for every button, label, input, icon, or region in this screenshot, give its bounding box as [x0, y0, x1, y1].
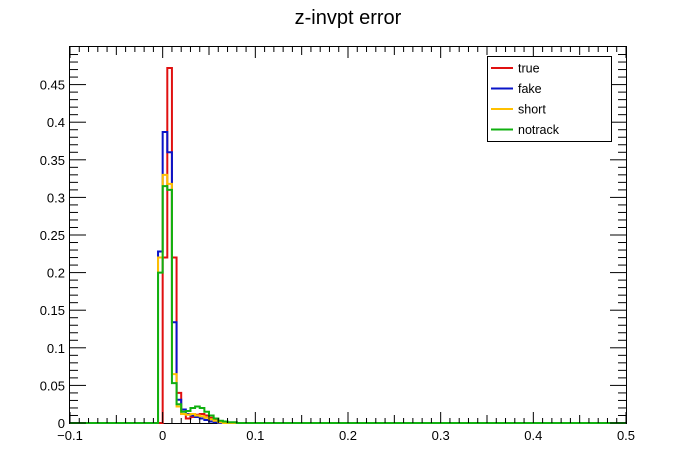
legend: true fake short notrack: [487, 56, 612, 142]
series-line-short: [70, 173, 626, 424]
series-line-notrack: [70, 185, 626, 424]
axes-layer: −0.1 0 0.1 0.2 0.3 0.4 0.500.050.10.150.20.250…: [40, 47, 635, 443]
series-line-fake: [70, 130, 626, 424]
y-tick-label: 0.3: [47, 190, 65, 205]
legend-label-fake: fake: [518, 82, 542, 96]
y-tick-label: 0.05: [40, 378, 65, 393]
y-tick-label: 0.15: [40, 303, 65, 318]
x-tick-label: −0.1: [57, 428, 83, 443]
y-tick-label: 0.2: [47, 266, 65, 281]
legend-label-short: short: [518, 103, 546, 117]
y-tick-label: 0.35: [40, 153, 65, 168]
y-tick-label: 0.1: [47, 341, 65, 356]
y-tick-label: 0.25: [40, 228, 65, 243]
legend-label-true: true: [518, 62, 540, 76]
chart-title: z-invpt error: [295, 7, 402, 29]
x-tick-label: 0: [159, 428, 166, 443]
x-tick-label: 0.2: [339, 428, 357, 443]
x-tick-label: 0.4: [524, 428, 542, 443]
y-tick-label: 0.4: [47, 115, 65, 130]
legend-label-notrack: notrack: [518, 123, 560, 137]
x-tick-label: 0.1: [246, 428, 264, 443]
x-tick-label: 0.5: [617, 428, 635, 443]
legend-box: [487, 56, 612, 142]
y-tick-label: 0: [58, 416, 65, 431]
x-tick-label: 0.3: [432, 428, 450, 443]
y-tick-label: 0.45: [40, 78, 65, 93]
